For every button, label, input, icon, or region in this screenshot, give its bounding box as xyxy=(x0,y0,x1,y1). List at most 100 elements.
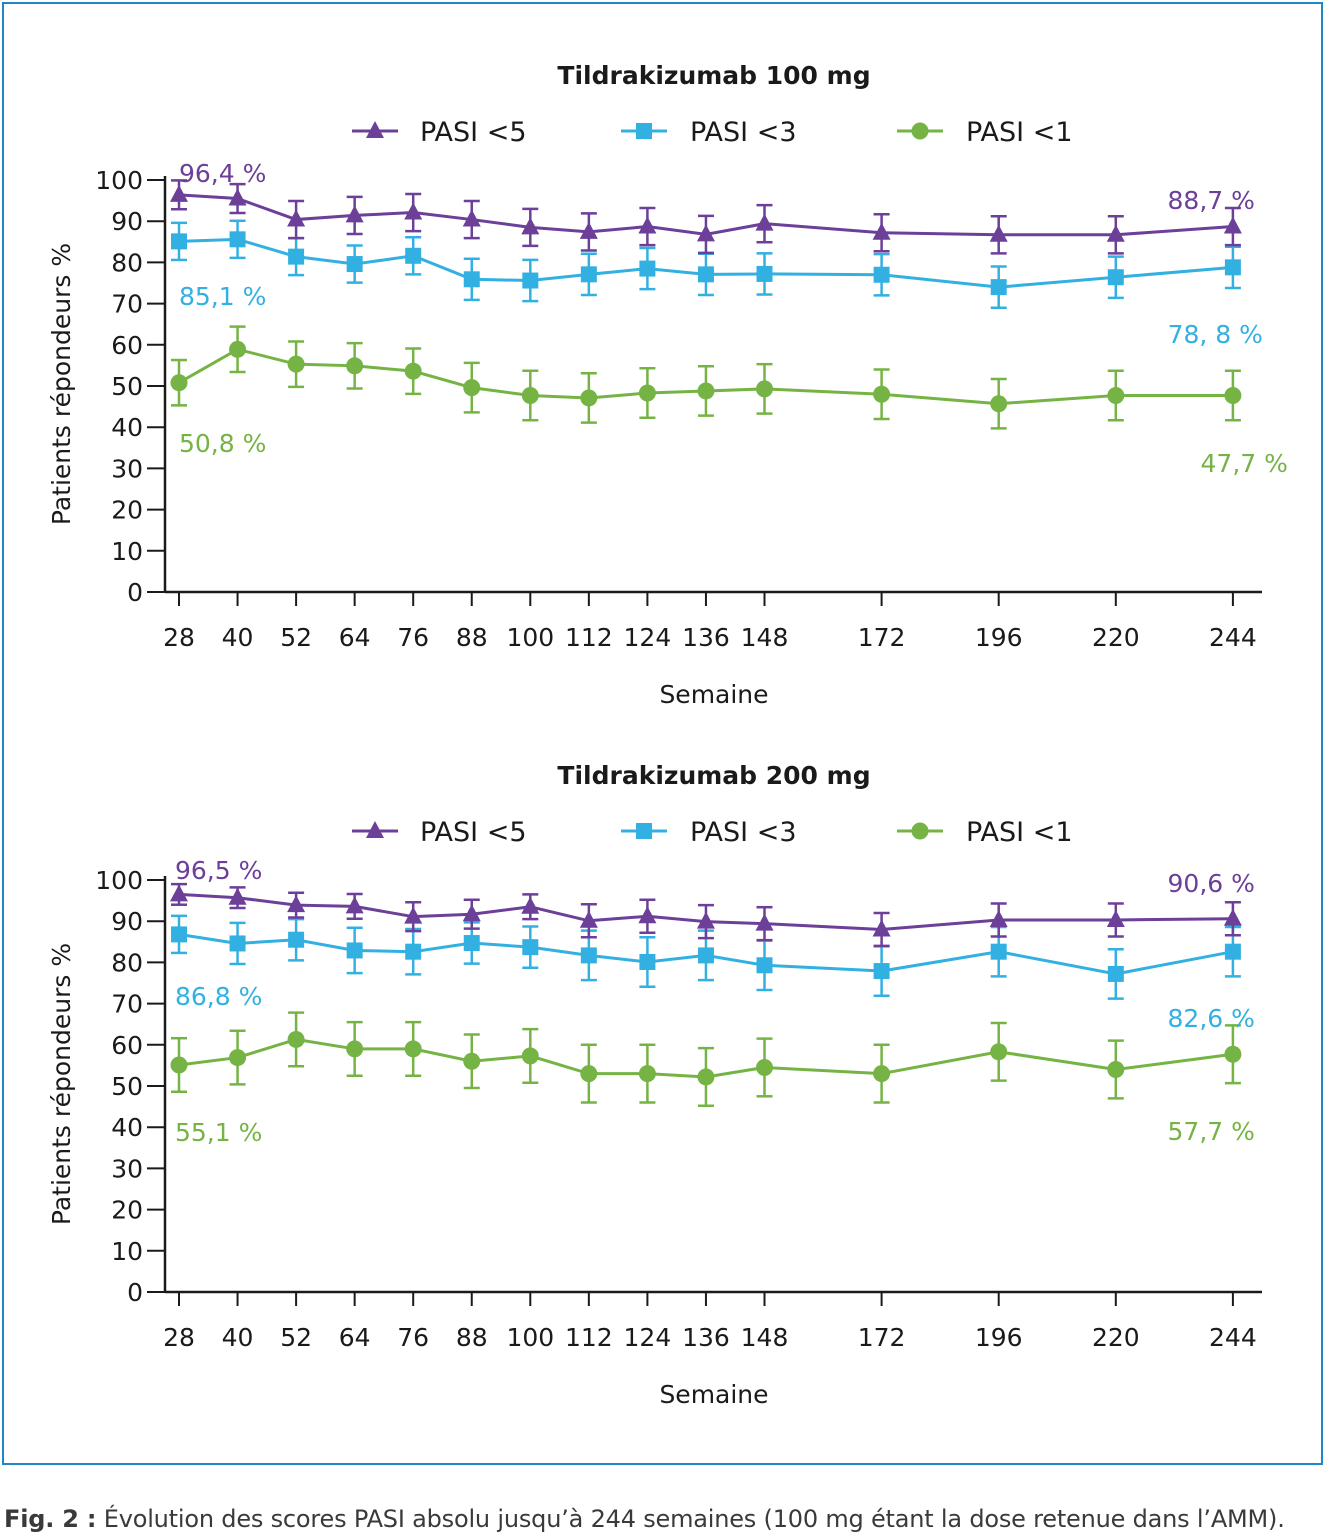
data-point-square xyxy=(990,943,1007,960)
data-point-triangle xyxy=(872,222,891,240)
data-point-circle xyxy=(990,1043,1008,1061)
x-tick-label: 76 xyxy=(397,623,429,652)
data-point-square xyxy=(697,947,714,964)
data-point-triangle xyxy=(287,209,306,227)
y-tick-label: 70 xyxy=(111,990,143,1019)
y-tick-label: 0 xyxy=(127,1278,143,1307)
data-point-circle xyxy=(873,1065,891,1083)
legend-marker-circle xyxy=(911,122,929,140)
x-tick-label: 112 xyxy=(565,1323,613,1352)
data-point-circle xyxy=(170,1056,188,1074)
data-point-circle xyxy=(580,1065,598,1083)
data-point-triangle xyxy=(462,209,481,227)
legend-label: PASI <1 xyxy=(966,117,1073,148)
series-square xyxy=(171,219,1241,309)
x-tick-label: 52 xyxy=(280,1323,312,1352)
y-tick-label: 10 xyxy=(111,1237,143,1266)
x-tick-label: 40 xyxy=(222,623,254,652)
data-point-circle xyxy=(521,1047,539,1065)
series-triangle xyxy=(170,882,1242,948)
y-tick-label: 30 xyxy=(111,1154,143,1183)
data-point-triangle xyxy=(638,906,657,924)
data-point-triangle xyxy=(696,911,715,929)
data-point-square xyxy=(463,271,480,288)
data-point-square xyxy=(405,943,422,960)
x-tick-label: 112 xyxy=(565,623,613,652)
data-point-circle xyxy=(463,1052,481,1070)
x-tick-label: 136 xyxy=(682,623,730,652)
data-label: 82,6 % xyxy=(1168,1004,1255,1033)
data-point-triangle xyxy=(228,887,247,905)
y-tick-label: 10 xyxy=(111,537,143,566)
data-point-triangle xyxy=(345,205,364,223)
series-square xyxy=(171,914,1241,1000)
data-point-triangle xyxy=(989,909,1008,927)
x-tick-label: 244 xyxy=(1209,623,1257,652)
data-point-circle xyxy=(170,374,188,392)
y-tick-label: 100 xyxy=(95,866,143,895)
x-tick-label: 64 xyxy=(339,623,371,652)
legend-marker-circle xyxy=(911,822,929,840)
data-point-square xyxy=(288,248,305,265)
legend-label: PASI <5 xyxy=(420,817,527,848)
legend-marker-triangle xyxy=(366,821,384,838)
data-point-triangle xyxy=(755,213,774,231)
data-point-triangle xyxy=(462,904,481,922)
data-point-triangle xyxy=(170,884,188,902)
y-tick-label: 80 xyxy=(111,248,143,277)
figure-caption-prefix: Fig. 2 : xyxy=(4,1505,97,1533)
x-tick-label: 28 xyxy=(163,623,195,652)
data-point-circle xyxy=(1107,386,1125,404)
data-point-circle xyxy=(756,380,773,398)
data-point-circle xyxy=(990,395,1008,413)
figure-frame xyxy=(2,2,1323,1465)
series-circle xyxy=(170,325,1242,430)
data-point-square xyxy=(1224,259,1241,276)
data-point-square xyxy=(463,935,480,952)
data-point-square xyxy=(873,963,890,980)
data-point-square xyxy=(1107,965,1124,982)
data-point-circle xyxy=(463,379,481,397)
data-label: 78, 8 % xyxy=(1168,320,1263,349)
y-tick-label: 50 xyxy=(111,1072,143,1101)
data-point-square xyxy=(405,247,422,264)
data-point-square xyxy=(580,947,597,964)
legend-item: PASI <3 xyxy=(621,117,797,148)
x-tick-label: 172 xyxy=(858,623,906,652)
data-point-triangle xyxy=(755,913,774,931)
data-point-square xyxy=(873,266,890,283)
x-tick-label: 136 xyxy=(682,1323,730,1352)
legend-item: PASI <3 xyxy=(621,817,797,848)
legend-item: PASI <5 xyxy=(352,117,527,148)
y-axis-title: Patients répondeurs % xyxy=(47,243,76,525)
data-point-square xyxy=(756,957,773,974)
y-tick-label: 60 xyxy=(111,1031,143,1060)
data-label: 85,1 % xyxy=(179,282,266,311)
data-point-square xyxy=(288,931,305,948)
x-tick-label: 196 xyxy=(975,1323,1023,1352)
data-point-triangle xyxy=(404,906,423,924)
data-label: 57,7 % xyxy=(1168,1117,1255,1146)
y-tick-label: 90 xyxy=(111,207,143,236)
chart-title: Tildrakizumab 200 mg xyxy=(557,761,870,790)
x-axis-title: Semaine xyxy=(659,1380,768,1409)
legend-label: PASI <5 xyxy=(420,117,527,148)
data-point-square xyxy=(346,942,363,959)
data-point-circle xyxy=(1107,1061,1125,1079)
x-tick-label: 244 xyxy=(1209,1323,1257,1352)
data-point-circle xyxy=(287,355,305,373)
data-point-square xyxy=(697,266,714,283)
x-tick-label: 196 xyxy=(975,623,1023,652)
data-point-triangle xyxy=(696,224,715,242)
data-point-circle xyxy=(229,1049,247,1067)
x-tick-label: 28 xyxy=(163,1323,195,1352)
data-point-square xyxy=(639,953,656,970)
data-point-square xyxy=(990,279,1007,296)
series-triangle xyxy=(170,179,1242,255)
data-point-triangle xyxy=(228,188,247,206)
y-axis-title: Patients répondeurs % xyxy=(47,943,76,1225)
legend: PASI <5 PASI <3 PASI <1 xyxy=(352,117,1073,148)
data-point-circle xyxy=(697,382,715,400)
